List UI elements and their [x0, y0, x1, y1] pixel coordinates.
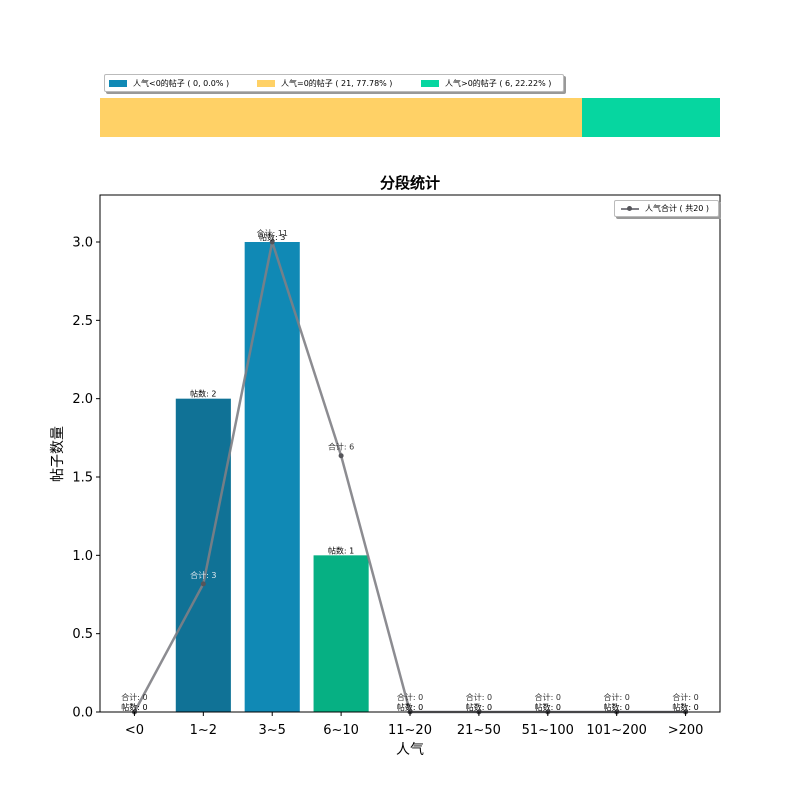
y-tick-label-0: 0.0 — [72, 706, 93, 721]
y-tick-label-2: 1.0 — [72, 549, 93, 564]
sum-point-3 — [338, 453, 344, 459]
bar-3 — [313, 555, 369, 712]
y-axis-label: 帖子数量 — [50, 426, 66, 482]
x-tick-label-6: 51~100 — [522, 723, 574, 738]
x-tick-label-5: 21~50 — [457, 723, 501, 738]
legend-swatch-lt0 — [109, 79, 127, 87]
legend-swatch-gt0 — [421, 79, 439, 87]
bar-label-3: 帖数: 1 — [328, 545, 354, 555]
series-legend-label: 人气合计 ( 共20 ) — [645, 204, 710, 213]
bar-label-2: 帖数: 3 — [259, 232, 285, 242]
x-tick-label-7: 101~200 — [586, 723, 647, 738]
x-axis-label: 人气 — [396, 742, 424, 758]
x-tick-label-2: 3~5 — [259, 723, 286, 738]
sum-label-1: 合计: 3 — [190, 570, 216, 580]
sum-label-8: 合计: 0 — [672, 692, 698, 702]
y-tick-label-3: 1.5 — [72, 471, 93, 486]
bar-label-5: 帖数: 0 — [466, 702, 492, 712]
series-legend-line-icon — [621, 205, 639, 211]
x-tick-label-1: 1~2 — [190, 723, 217, 738]
top-legend: 人气<0的帖子 ( 0, 0.0% ) 人气=0的帖子 ( 21, 77.78%… — [104, 74, 564, 92]
y-tick-label-1: 0.5 — [72, 627, 93, 642]
y-tick-label-5: 2.5 — [72, 314, 93, 329]
sum-label-0: 合计: 0 — [121, 692, 147, 702]
top-legend-label-lt0: 人气<0的帖子 ( 0, 0.0% ) — [133, 78, 230, 88]
top-legend-label-gt0: 人气>0的帖子 ( 6, 22.22% ) — [445, 78, 552, 88]
share-segment-gt0 — [582, 98, 720, 137]
bar-label-7: 帖数: 0 — [604, 702, 630, 712]
x-tick-label-0: <0 — [125, 723, 144, 738]
y-tick-label-6: 3.0 — [72, 236, 93, 251]
x-tick-label-4: 11~20 — [388, 723, 432, 738]
sum-label-4: 合计: 0 — [397, 692, 423, 702]
share-segment-eq0 — [100, 98, 583, 137]
sum-label-3: 合计: 6 — [328, 442, 354, 452]
sum-label-6: 合计: 0 — [535, 692, 561, 702]
legend-swatch-eq0 — [257, 79, 275, 87]
bar-1 — [175, 398, 231, 712]
sum-label-7: 合计: 0 — [604, 692, 630, 702]
share-bar — [100, 98, 720, 137]
bar-label-8: 帖数: 0 — [672, 702, 698, 712]
sum-label-5: 合计: 0 — [466, 692, 492, 702]
x-tick-label-3: 6~10 — [323, 723, 359, 738]
bar-label-4: 帖数: 0 — [397, 702, 423, 712]
series-legend: 人气合计 ( 共20 ) — [614, 200, 719, 217]
sum-point-2 — [269, 239, 275, 245]
sum-point-1 — [200, 581, 206, 587]
bar-label-6: 帖数: 0 — [535, 702, 561, 712]
y-tick-label-4: 2.0 — [72, 392, 93, 407]
bar-label-1: 帖数: 2 — [190, 389, 216, 399]
sum-label-2: 合计: 11 — [257, 228, 288, 238]
chart-title: 分段统计 — [379, 174, 440, 192]
top-legend-item-eq0: 人气=0的帖子 ( 21, 77.78% ) — [257, 75, 392, 91]
bar-label-0: 帖数: 0 — [121, 702, 147, 712]
x-tick-label-8: >200 — [668, 723, 704, 738]
top-legend-item-lt0: 人气<0的帖子 ( 0, 0.0% ) — [109, 75, 229, 91]
bar-2 — [244, 242, 300, 712]
top-legend-label-eq0: 人气=0的帖子 ( 21, 77.78% ) — [281, 78, 393, 88]
top-legend-item-gt0: 人气>0的帖子 ( 6, 22.22% ) — [421, 75, 551, 91]
